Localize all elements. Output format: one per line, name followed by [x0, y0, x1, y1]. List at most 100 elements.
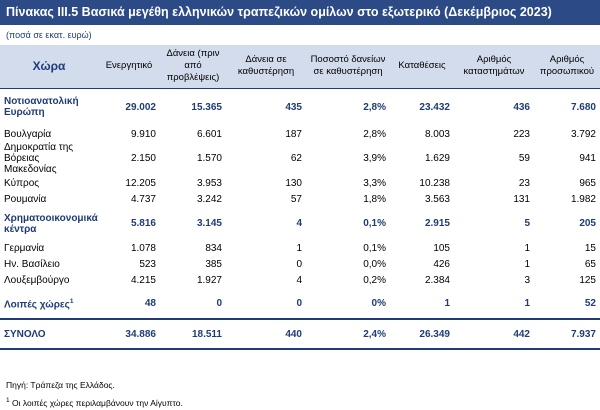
group-row: Λοιπές χώρες1 48 0 0 0% 1 1 52: [0, 288, 600, 319]
table-cell: 65: [584, 258, 596, 270]
table-cell: 3.242: [196, 193, 222, 205]
header-row: Χώρα Ενεργητικό Δάνεια (πριν από προβλέψ…: [0, 45, 600, 88]
table-cell: 18.511: [191, 328, 222, 340]
table-cell: 3: [524, 274, 530, 286]
table-cell: 1: [524, 242, 530, 254]
table-cell: 4: [296, 274, 302, 286]
table-cell: 15: [584, 242, 596, 254]
total-row: ΣΥΝΟΛΟ 34.886 18.511 440 2,4% 26.349 442 7.937: [0, 319, 600, 349]
table-cell: 0: [296, 297, 302, 309]
header-staff: Αριθμός προσωπικού: [539, 54, 595, 78]
row-label-text: Λοιπές χώρες: [4, 299, 70, 311]
table-cell: 205: [579, 218, 596, 229]
table-cell: 57: [290, 193, 302, 205]
header-assets: Ενεργητικό: [105, 60, 153, 72]
table-cell: 0,0%: [363, 258, 386, 270]
table-cell: 15.365: [191, 101, 222, 113]
table-cell: 9.910: [130, 128, 156, 140]
header-country: Χώρα: [32, 59, 66, 74]
row-label: Δημοκρατία της Βόρειας Μακεδονίας: [0, 142, 98, 175]
header-npl-ratio: Ποσοστό δανείων σε καθυστέρηση: [310, 54, 386, 78]
table-cell: 1: [524, 258, 530, 270]
table-cell: 4.737: [130, 193, 156, 205]
header-deposits: Καταθέσεις: [398, 60, 446, 72]
table-cell: 1.629: [424, 153, 450, 164]
table-cell: 3,9%: [363, 153, 386, 164]
table-cell: 2.915: [424, 218, 450, 229]
row-label: Κύπρος: [0, 175, 98, 191]
table-cell: 10.238: [419, 177, 450, 189]
table-cell: 2,8%: [363, 101, 386, 113]
row-label: Νοτιοανατολική Ευρώπη: [0, 88, 98, 126]
row-label-text: Γερμανία: [4, 242, 45, 254]
table-cell: 1: [524, 297, 530, 309]
table-cell: 187: [285, 128, 302, 140]
table-cell: 385: [205, 258, 222, 270]
table-cell: 442: [513, 328, 530, 340]
table-row: Γερμανία 1.078 834 1 0,1% 105 1 15: [0, 240, 600, 256]
table-cell: 3.563: [424, 193, 450, 205]
row-label-text: Χρηματοοικονομικά κέντρα: [4, 212, 98, 235]
table-cell: 426: [433, 258, 450, 270]
row-label-text: Νοτιοανατολική Ευρώπη: [4, 96, 79, 119]
table-cell: 29.002: [125, 101, 156, 113]
table-cell: 4: [296, 218, 302, 229]
table-cell: 62: [290, 153, 302, 164]
table-cell: 223: [513, 128, 530, 140]
table-cell: 965: [579, 177, 596, 189]
table-cell: 1.927: [196, 274, 222, 286]
table-cell: 23.432: [419, 101, 450, 113]
table-cell: 8.003: [424, 128, 450, 140]
table-cell: 3.792: [570, 128, 596, 140]
row-label-text: Κύπρος: [4, 177, 40, 189]
table-cell: 0,1%: [363, 218, 386, 229]
source-note: Πηγή: Τράπεζα της Ελλάδος.: [6, 380, 115, 390]
row-label-text: Λουξεμβούργο: [4, 274, 70, 286]
footnote-mark: 1: [6, 397, 10, 404]
group-row: Χρηματοοικονομικά κέντρα 5.816 3.145 4 0,1% 2…: [0, 207, 600, 240]
row-label: ΣΥΝΟΛΟ: [0, 319, 98, 349]
table-cell: 1.982: [570, 193, 596, 205]
table-cell: 3.953: [196, 177, 222, 189]
table-cell: 1.078: [130, 242, 156, 254]
row-label-text: Δημοκρατία της Βόρειας Μακεδονίας: [4, 142, 74, 175]
table-cell: 1.570: [196, 153, 222, 164]
table-cell: 59: [518, 153, 530, 164]
table-cell: 0,2%: [363, 274, 386, 286]
footnote: 1 Οι λοιπές χώρες περιλαμβάνουν την Αίγυ…: [6, 397, 183, 408]
table-cell: 5.816: [130, 218, 156, 229]
table-cell: 6.601: [196, 128, 222, 140]
table-cell: 436: [513, 101, 530, 113]
table-cell: 125: [579, 274, 596, 286]
table-cell: 12.205: [125, 177, 156, 189]
table-cell: 1: [444, 297, 450, 309]
table-cell: 0: [216, 297, 222, 309]
table-cell: 4.215: [130, 274, 156, 286]
table-cell: 2.384: [424, 274, 450, 286]
table-row: Λουξεμβούργο 4.215 1.927 4 0,2% 2.384 3 125: [0, 272, 600, 288]
table-cell: 435: [285, 101, 302, 113]
row-label-text: ΣΥΝΟΛΟ: [4, 328, 46, 340]
table-cell: 2,8%: [363, 128, 386, 140]
table-cell: 834: [205, 242, 222, 254]
row-label-text: Ην. Βασίλειο: [4, 258, 60, 270]
table-cell: 2,4%: [363, 328, 386, 340]
unit-note: (ποσά σε εκατ. ευρώ): [6, 30, 92, 40]
table-cell: 0,1%: [363, 242, 386, 254]
row-label-text: Βουλγαρία: [4, 128, 52, 140]
row-label: Χρηματοοικονομικά κέντρα: [0, 207, 98, 240]
footnote-text: Οι λοιπές χώρες περιλαμβάνουν την Αίγυπτ…: [9, 397, 183, 408]
table-cell: 5: [524, 218, 530, 229]
header-branches: Αριθμός καταστημάτων: [463, 54, 525, 78]
table-cell: 105: [433, 242, 450, 254]
table-row: Κύπρος 12.205 3.953 130 3,3% 10.238 23 965: [0, 175, 600, 191]
table-cell: 26.349: [419, 328, 450, 340]
footnote-ref: 1: [69, 297, 74, 305]
table-cell: 34.886: [125, 328, 156, 340]
table-row: Δημοκρατία της Βόρειας Μακεδονίας 2.150 1.…: [0, 142, 600, 175]
table-cell: 0: [296, 258, 302, 270]
table-cell: 3,3%: [363, 177, 386, 189]
table-cell: 2.150: [130, 153, 156, 164]
table-cell: 130: [285, 177, 302, 189]
row-label: Γερμανία: [0, 240, 98, 256]
